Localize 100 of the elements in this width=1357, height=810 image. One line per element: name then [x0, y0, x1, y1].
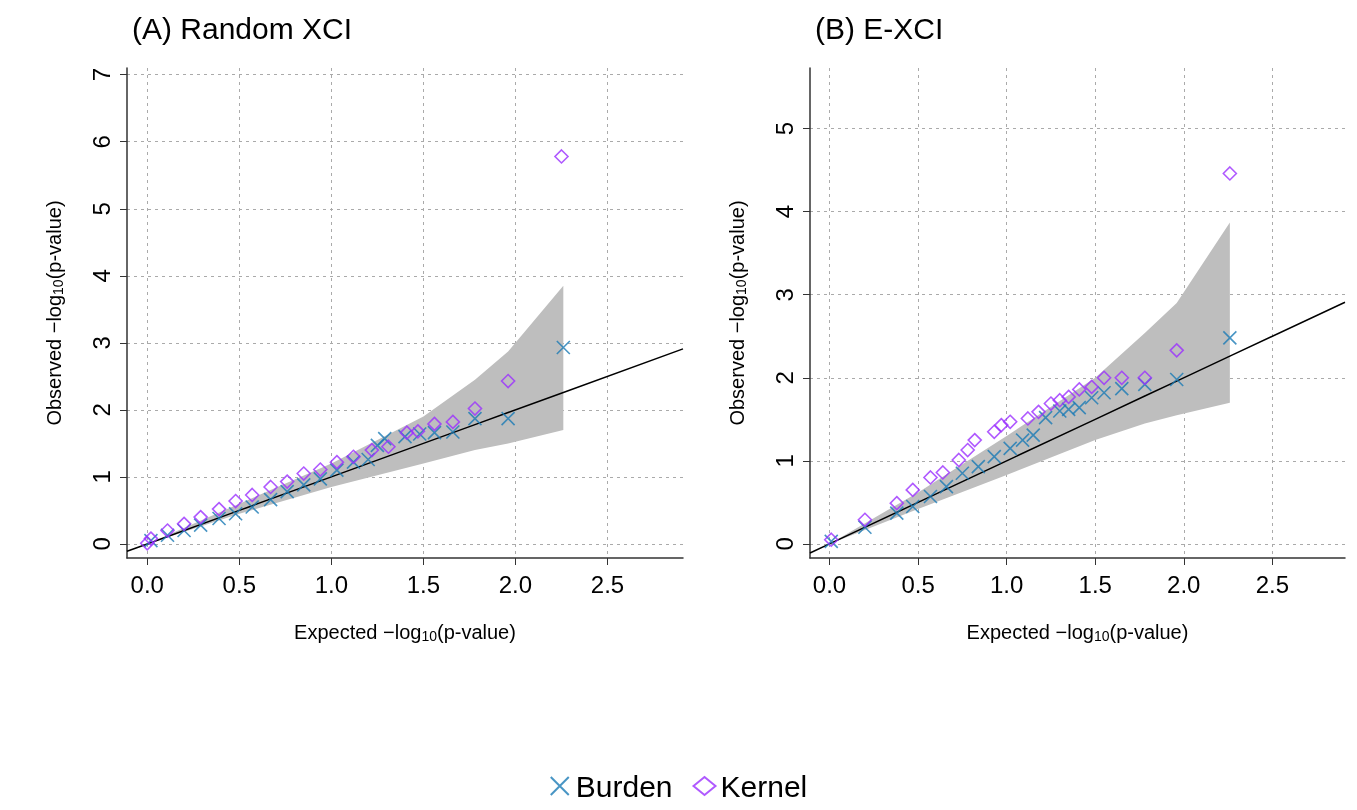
point — [500, 373, 516, 389]
point — [399, 425, 415, 440]
point — [1031, 404, 1046, 420]
y-axis-title: Observed −log10(p-value) — [725, 200, 749, 426]
y-tick-label: 5 — [87, 202, 115, 216]
point — [951, 452, 967, 468]
point — [244, 499, 260, 515]
line-series — [809, 301, 1346, 554]
legend-label: Kernel — [720, 769, 808, 803]
point — [397, 429, 413, 444]
point — [313, 471, 328, 487]
point — [857, 512, 873, 528]
point — [1222, 166, 1238, 181]
point — [1084, 379, 1099, 395]
point — [381, 439, 396, 455]
point — [1052, 403, 1068, 419]
y-tick-label: 0 — [87, 537, 115, 551]
point — [889, 505, 905, 521]
point — [193, 509, 208, 525]
point — [370, 438, 385, 453]
point — [329, 454, 345, 470]
point — [1043, 396, 1059, 411]
point — [955, 465, 970, 481]
point — [467, 401, 483, 416]
point — [1096, 370, 1112, 386]
point — [427, 425, 442, 440]
point — [329, 462, 345, 478]
point — [970, 459, 986, 474]
point — [500, 411, 516, 426]
point — [986, 449, 1002, 464]
x-tick-label: 2.0 — [498, 570, 533, 598]
y-tick-label: 5 — [770, 121, 798, 136]
point — [228, 493, 243, 509]
point — [467, 411, 483, 426]
point — [935, 465, 951, 480]
point — [445, 414, 461, 430]
point — [176, 516, 192, 532]
y-tick-label: 2 — [87, 403, 115, 417]
point — [1114, 370, 1130, 386]
point — [211, 511, 227, 526]
point — [211, 501, 227, 517]
point — [346, 454, 361, 470]
y-tick-label: 4 — [87, 269, 115, 283]
point — [360, 452, 376, 467]
y-tick-label: 2 — [770, 371, 798, 385]
point — [313, 462, 328, 477]
point — [244, 487, 260, 503]
x-tick-label: 1.0 — [314, 570, 349, 598]
point — [364, 442, 380, 458]
y-tick-label: 4 — [770, 205, 798, 219]
point — [427, 416, 442, 432]
point — [296, 477, 312, 493]
point — [1061, 389, 1076, 405]
point — [160, 527, 175, 543]
point — [1038, 410, 1053, 425]
y-tick-label: 1 — [770, 454, 798, 468]
point — [923, 489, 938, 504]
y-tick-label: 6 — [87, 135, 115, 149]
point — [296, 466, 312, 481]
point — [377, 431, 393, 446]
x-tick-label: 0.5 — [222, 570, 256, 598]
x-tick-label: 0.0 — [130, 570, 164, 598]
point — [1071, 400, 1087, 415]
point — [1071, 382, 1087, 397]
point — [986, 424, 1002, 440]
point — [1020, 411, 1036, 426]
x-tick-label: 0.0 — [812, 570, 847, 598]
x-tick-label: 1.5 — [406, 570, 441, 598]
point — [263, 479, 278, 495]
point — [994, 417, 1009, 433]
point — [1015, 432, 1030, 448]
point — [939, 479, 954, 494]
point — [1052, 392, 1068, 408]
y-tick-label: 3 — [87, 336, 115, 350]
point — [967, 432, 983, 448]
point — [1137, 370, 1153, 386]
point — [857, 519, 873, 535]
point — [193, 517, 208, 533]
x-tick-label: 2.5 — [1255, 570, 1290, 598]
point — [228, 506, 243, 522]
point — [1002, 441, 1018, 456]
point — [1025, 427, 1041, 443]
point — [1061, 402, 1076, 417]
line-series — [126, 348, 684, 553]
point — [905, 499, 921, 514]
point — [960, 442, 975, 458]
point — [889, 495, 905, 511]
point — [923, 470, 938, 485]
chart-title: (A) Random XCI — [132, 11, 353, 45]
point — [556, 340, 571, 355]
point — [445, 424, 461, 440]
point — [1169, 343, 1185, 358]
x-tick-label: 2.0 — [1167, 570, 1201, 598]
x-tick-label: 1.0 — [989, 570, 1024, 598]
point — [263, 492, 278, 507]
point — [279, 484, 295, 499]
point — [554, 149, 569, 164]
point — [1002, 414, 1018, 430]
point — [905, 482, 921, 498]
y-tick-label: 0 — [770, 537, 798, 551]
